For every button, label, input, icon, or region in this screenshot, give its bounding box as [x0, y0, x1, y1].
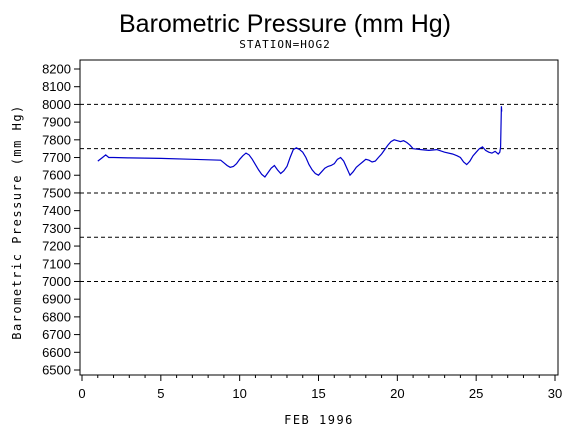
y-tick-label: 6600	[42, 345, 71, 360]
x-tick-label: 30	[548, 386, 562, 401]
y-tick-label: 7300	[42, 221, 71, 236]
y-tick-label: 8200	[42, 62, 71, 77]
x-tick-label: 25	[469, 386, 483, 401]
x-tick-label: 10	[232, 386, 246, 401]
y-tick-label: 6700	[42, 327, 71, 342]
y-tick-label: 7200	[42, 239, 71, 254]
y-tick-label: 7800	[42, 132, 71, 147]
x-tick-label: 0	[78, 386, 85, 401]
series-line-pressure	[97, 106, 503, 178]
y-tick-label: 8000	[42, 97, 71, 112]
y-tick-label: 6800	[42, 309, 71, 324]
plot-frame	[79, 59, 559, 376]
y-axis: 6500 6600 6700 6800 6900 7000 7100 7200 7300 7400…	[42, 62, 80, 378]
y-tick-label: 7700	[42, 150, 71, 165]
y-tick-label: 7400	[42, 203, 71, 218]
y-tick-label: 7000	[42, 274, 71, 289]
x-tick-label: 15	[311, 386, 325, 401]
reference-lines	[80, 103, 558, 282]
y-tick-label: 6900	[42, 292, 71, 307]
x-axis: 0 5 10 15 20 25 30	[78, 375, 562, 401]
chart-subtitle: STATION=HOG2	[239, 38, 330, 51]
y-tick-label: 8100	[42, 79, 71, 94]
y-tick-label: 7900	[42, 115, 71, 130]
y-tick-label: 6500	[42, 363, 71, 378]
chart-title: Barometric Pressure (mm Hg)	[119, 10, 451, 38]
y-tick-label: 7500	[42, 185, 71, 200]
y-tick-label: 7100	[42, 256, 71, 271]
x-tick-label: 5	[157, 386, 164, 401]
x-tick-label: 20	[390, 386, 404, 401]
x-axis-label: FEB 1996	[284, 413, 354, 427]
y-axis-label: Barometric Pressure (mm Hg)	[10, 104, 24, 340]
y-tick-label: 7600	[42, 168, 71, 183]
